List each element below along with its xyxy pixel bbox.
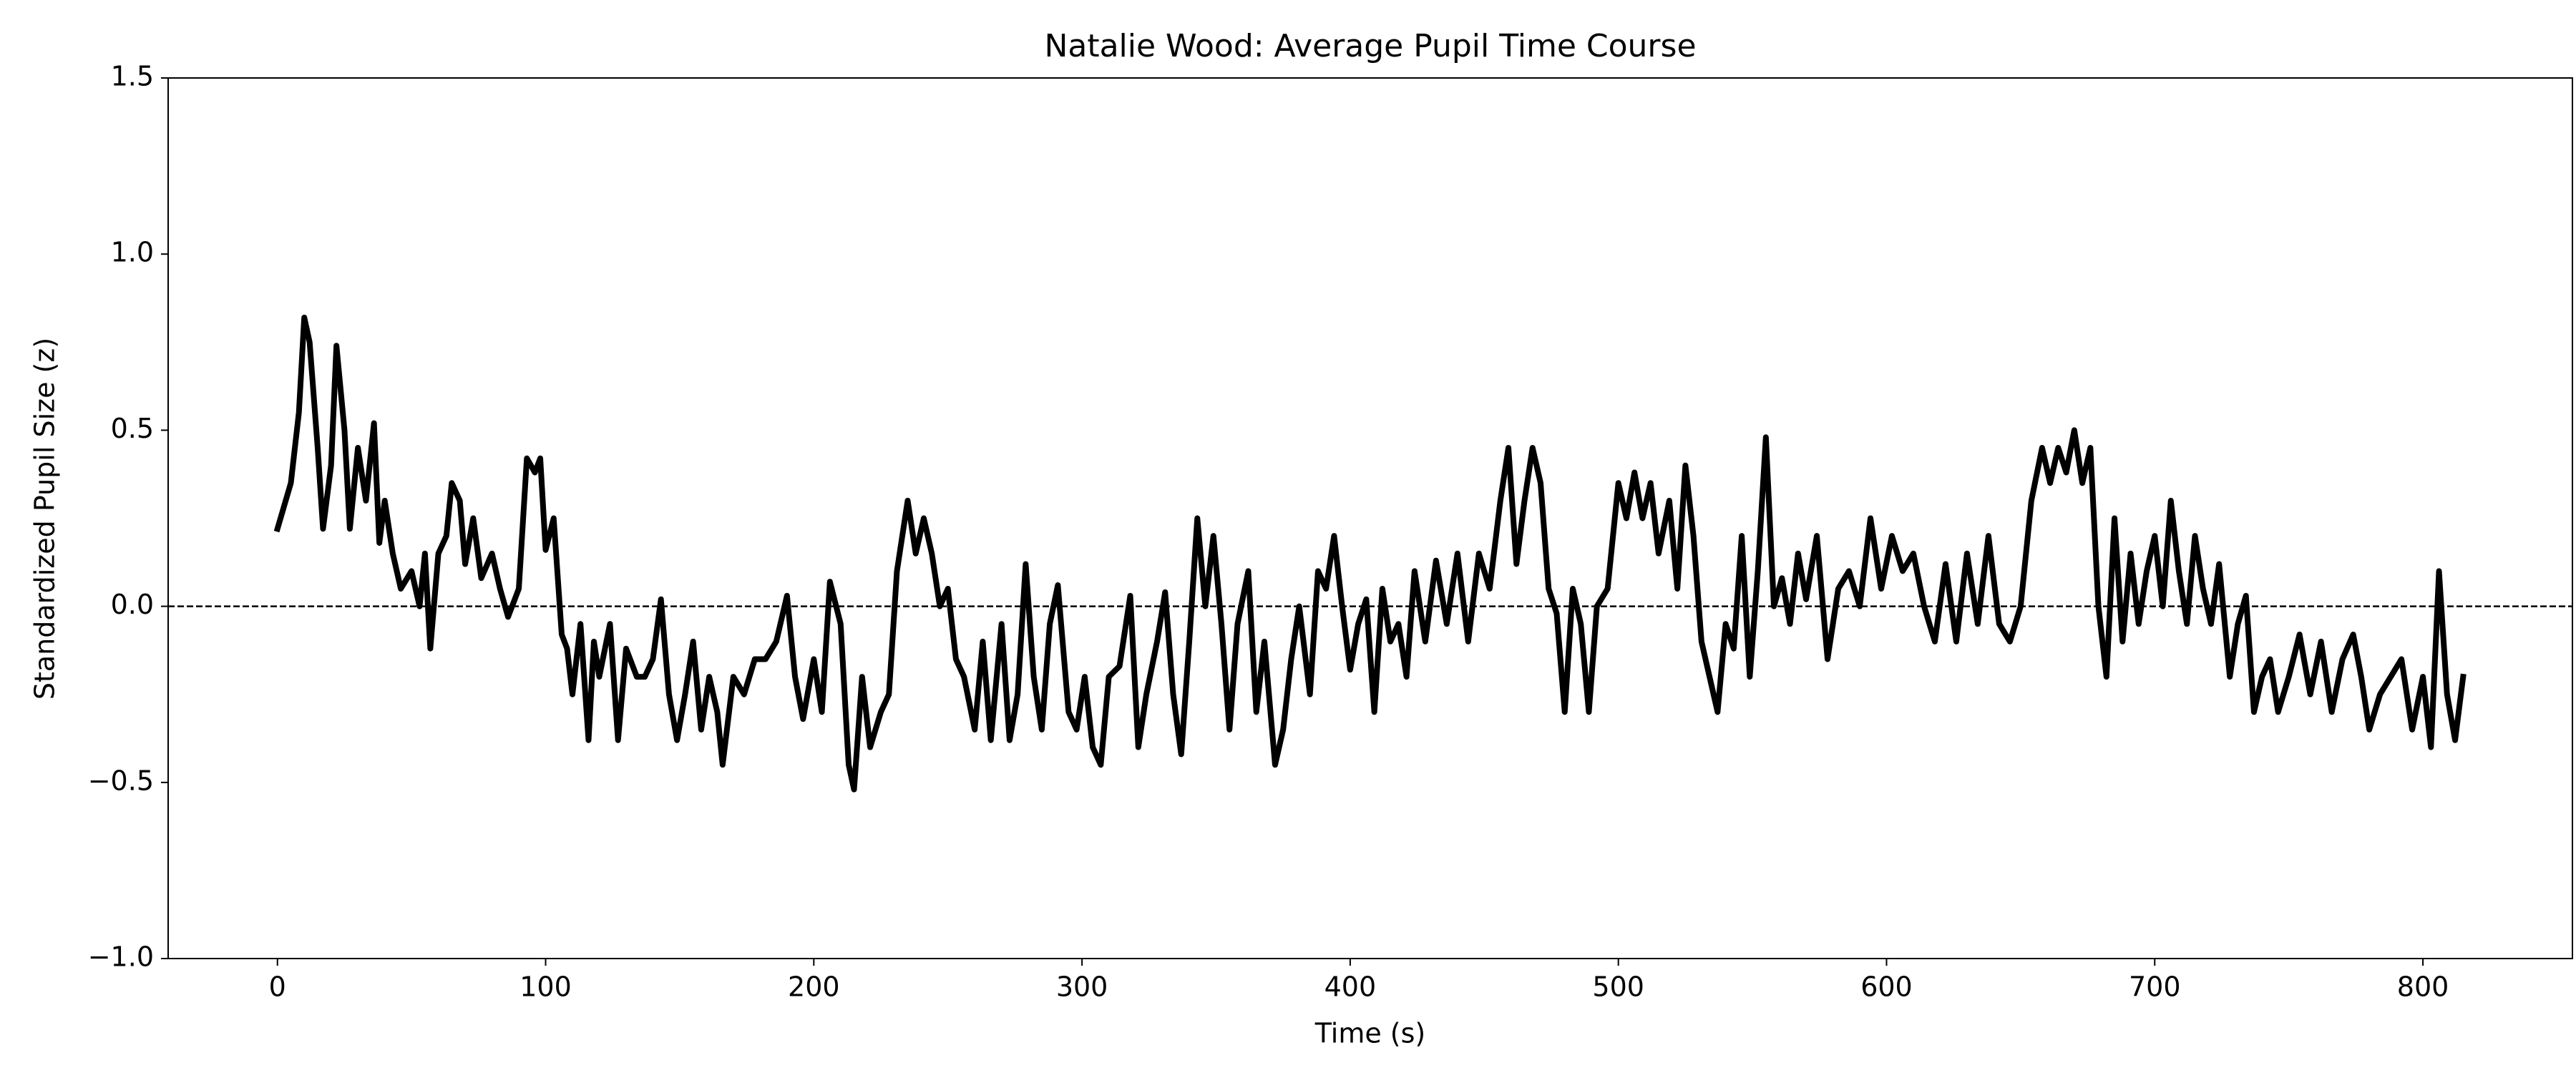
chart-title: Natalie Wood: Average Pupil Time Course xyxy=(1044,28,1696,64)
x-tick-label: 200 xyxy=(788,971,840,1003)
data-line xyxy=(273,314,2467,793)
y-tick-label: 0.5 xyxy=(111,413,154,444)
y-axis-label: Standardized Pupil Size (z) xyxy=(29,338,61,700)
x-tick-label: 700 xyxy=(2129,971,2181,1003)
x-tick-label: 800 xyxy=(2397,971,2449,1003)
x-axis-label: Time (s) xyxy=(1314,1018,1426,1049)
y-tick-label: −0.5 xyxy=(88,765,154,796)
y-tick-label: 1.5 xyxy=(111,61,154,92)
x-tick-label: 100 xyxy=(519,971,572,1003)
y-tick-label: 1.0 xyxy=(111,237,154,268)
x-tick-label: 300 xyxy=(1056,971,1108,1003)
x-tick-label: 400 xyxy=(1324,971,1377,1003)
plot-frame xyxy=(167,77,2573,959)
x-tick-label: 500 xyxy=(1592,971,1644,1003)
x-tick-label: 600 xyxy=(1860,971,1913,1003)
y-tick-label: 0.0 xyxy=(111,589,154,620)
y-tick-label: −1.0 xyxy=(88,941,154,973)
x-tick-label: 0 xyxy=(269,971,286,1003)
